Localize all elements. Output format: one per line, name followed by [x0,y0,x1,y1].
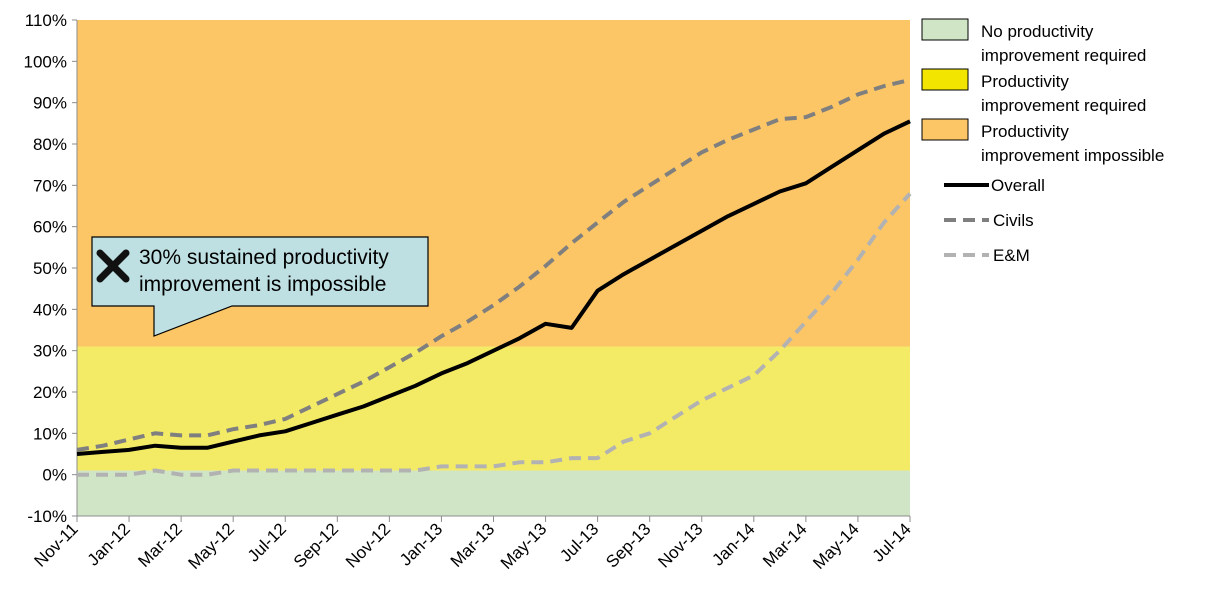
y-tick-label: -10% [27,507,67,526]
x-tick-label: Mar-13 [447,519,499,571]
x-tick-label: Mar-14 [759,519,811,571]
background-bands [77,20,910,516]
y-tick-label: 10% [33,424,67,443]
x-tick-label: Sep-13 [602,519,654,571]
legend-label: Productivity [981,122,1069,141]
legend-label: E&M [993,246,1030,265]
x-tick-label: Sep-12 [290,519,342,571]
series-line-civils [76,77,911,452]
legend: No productivity improvement required Produ… [921,18,1164,265]
x-tick-label: Nov-12 [342,519,394,571]
callout-box [91,236,429,337]
y-tick-label: 20% [33,383,67,402]
band-no-productivity-improvement-required [77,470,910,516]
y-tick-label: 60% [33,218,67,237]
y-tick-label: 50% [33,259,67,278]
x-tick-label: Nov-13 [654,519,706,571]
x-tick-label: May-13 [497,519,551,573]
y-tick-label: 110% [25,11,67,30]
legend-swatch-productivity-improvement-impossible [921,118,969,141]
y-tick-label: 90% [33,94,67,113]
legend-label: improvement impossible [981,146,1164,165]
y-tick-label: 0% [42,466,67,485]
series-line-overall [76,119,911,456]
x-tick-label: Jan-13 [396,519,446,569]
x-tick-label: May-14 [809,519,863,573]
band-productivity-improvement-required [77,346,910,471]
x-tick-label: May-12 [184,519,238,573]
legend-label: Productivity [981,72,1069,91]
x-tick-label: Jan-14 [708,519,758,569]
y-tick-label: 80% [33,135,67,154]
x-tick-label: Jan-12 [84,519,134,569]
legend-swatch-productivity-improvement-required [921,68,969,91]
legend-label: No productivity [981,22,1094,41]
y-tick-label: 40% [33,300,67,319]
y-tick-label: 70% [33,176,67,195]
legend-swatch-no-productivity-improvement-required [921,18,969,41]
cross-mark-icon [96,249,130,283]
legend-label: improvement required [981,96,1146,115]
x-tick-label: Jul-13 [556,519,602,565]
legend-label: Civils [993,211,1034,230]
series-lines [76,77,912,477]
x-tick-label: Jul-14 [869,519,915,565]
series-line-eandm [77,192,912,477]
x-tick-label: Nov-11 [31,519,82,570]
y-tick-label: 100% [24,52,67,71]
legend-label: improvement required [981,46,1146,65]
annotation-callout: 30% sustained productivity improvement is… [91,236,429,337]
x-tick-label: Jul-12 [244,519,290,565]
callout-text-line: improvement is impossible [139,273,386,296]
legend-label: Overall [991,176,1045,195]
x-tick-label: Mar-12 [134,519,186,571]
callout-text-line: 30% sustained productivity [139,246,389,269]
y-tick-label: 30% [33,342,67,361]
